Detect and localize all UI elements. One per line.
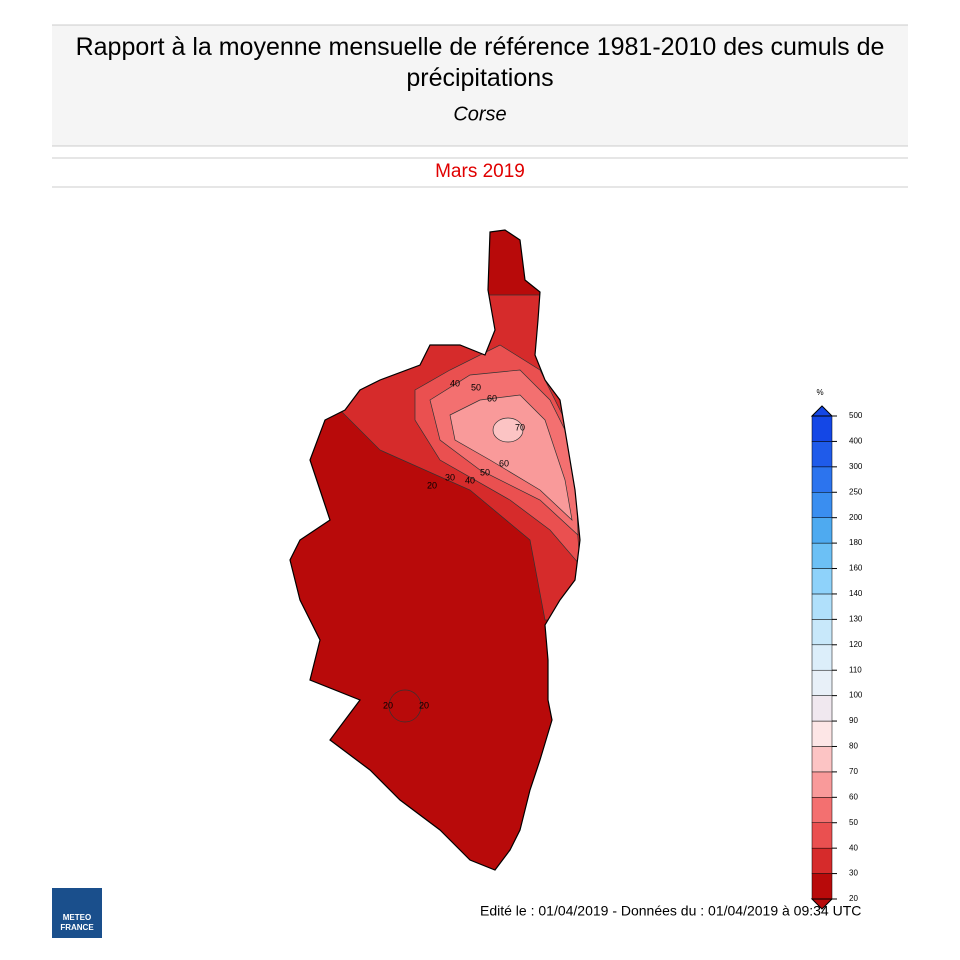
tick-label: 140: [849, 589, 863, 598]
color-bin: [811, 415, 833, 442]
zone: [492, 417, 524, 443]
color-bin: [811, 771, 833, 798]
title: Rapport à la moyenne mensuelle de référe…: [75, 33, 885, 92]
contour-label: 70: [515, 422, 525, 432]
contour-label: 20: [419, 700, 429, 710]
tick-label: 160: [849, 564, 863, 573]
tick-label: 100: [849, 691, 863, 700]
logo: [52, 888, 102, 938]
tick-label: 30: [849, 869, 858, 878]
tick-label: 20: [849, 894, 858, 903]
color-bin: [811, 517, 833, 544]
tick-label: 500: [849, 411, 863, 420]
color-bin: [811, 873, 833, 900]
contour-label: 20: [427, 480, 437, 490]
contour-label: 50: [471, 382, 481, 392]
color-bin: [811, 746, 833, 773]
contour-label: 40: [465, 475, 475, 485]
color-bin: [811, 847, 833, 874]
color-bin: [811, 542, 833, 569]
header-box: [52, 25, 908, 146]
zone: [388, 689, 422, 723]
color-bin: [811, 797, 833, 823]
color-bin: [811, 720, 833, 747]
color-bin: [811, 568, 833, 595]
contour-label: 50: [480, 467, 490, 477]
color-bin: [811, 644, 833, 671]
tick-label: 80: [849, 742, 858, 751]
region: Corse: [453, 103, 506, 125]
color-bin: [811, 593, 833, 620]
color-bin: [811, 492, 833, 518]
color-bin: [811, 669, 833, 696]
zone: [449, 394, 573, 521]
color-bin: [811, 441, 833, 468]
tick-label: 70: [849, 767, 858, 776]
color-bin: [811, 822, 833, 849]
tick-label: 400: [849, 437, 863, 446]
tick-label: 180: [849, 538, 863, 547]
island: [290, 230, 580, 870]
contour-label: 30: [445, 472, 455, 482]
tick-label: 250: [849, 487, 863, 496]
contour-label: 20: [383, 700, 393, 710]
logo-text: METEO: [63, 913, 91, 922]
tick-label: 90: [849, 716, 858, 725]
under-arrow: [810, 898, 834, 910]
footer: Edité le : 01/04/2019 - Données du : 01/…: [480, 903, 861, 919]
color-bin: [811, 619, 833, 646]
title-box: Rapport à la moyenne mensuelle de référe…: [75, 33, 885, 92]
period: Mars 2019: [435, 161, 525, 182]
over-arrow: [810, 405, 834, 417]
tick-label: 130: [849, 614, 863, 623]
color-bin: [811, 466, 833, 493]
tick-label: 50: [849, 818, 858, 827]
tick-label: 300: [849, 462, 863, 471]
color-bin: [811, 695, 833, 722]
contour-label: 40: [450, 378, 460, 388]
tick-label: 110: [849, 665, 862, 674]
contour-label: 60: [487, 393, 497, 403]
tick-label: 60: [849, 792, 858, 801]
logo-text: FRANCE: [60, 923, 94, 932]
unit: %: [816, 388, 823, 397]
tick-label: 120: [849, 640, 863, 649]
tick-label: 200: [849, 513, 863, 522]
contour-label: 60: [499, 458, 509, 468]
tick-label: 40: [849, 843, 858, 852]
